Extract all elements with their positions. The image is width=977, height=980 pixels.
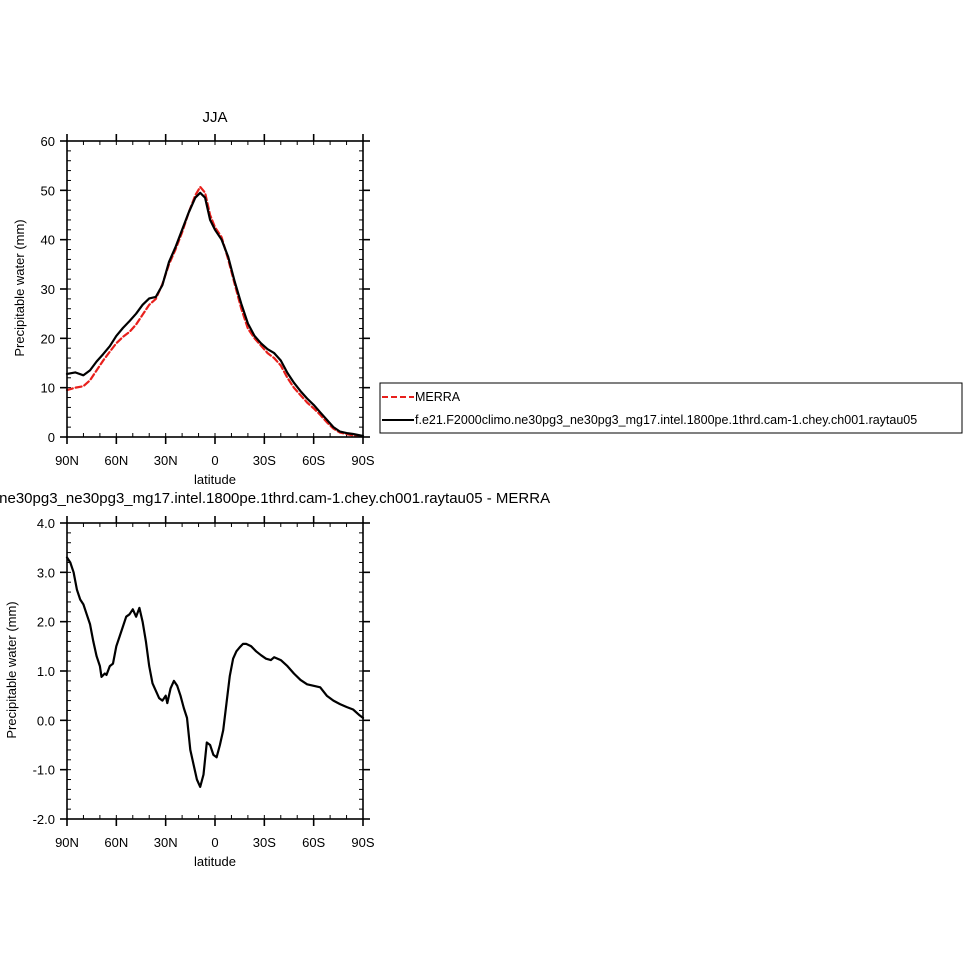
x-tick-label: 30N (154, 453, 178, 468)
x-tick-label: 30N (154, 835, 178, 850)
y-axis-label: Precipitable water (mm) (12, 219, 27, 356)
legend-label-merra: MERRA (415, 390, 461, 404)
y-tick-label: 20 (41, 331, 55, 346)
y-tick-label: 2.0 (37, 615, 55, 630)
x-tick-label: 60S (302, 453, 325, 468)
series-line-0 (65, 185, 365, 438)
zonal-mean-chart: JJA latitude Precipitable water (mm) 90N… (12, 109, 375, 487)
x-tick-label: 90S (351, 835, 374, 850)
series-group (65, 556, 365, 788)
legend-box (379, 382, 963, 434)
difference-chart: f.e21.F2000climo.ne30pg3_ne30pg3_mg17.in… (0, 490, 550, 869)
y-tick-label: 30 (41, 282, 55, 297)
legend: MERRA f.e21.F2000climo.ne30pg3_ne30pg3_m… (379, 382, 963, 434)
y-tick-label: 40 (41, 233, 55, 248)
x-tick-label: 0 (211, 453, 218, 468)
y-tick-label: 0.0 (37, 713, 55, 728)
y-tick-label: 60 (41, 134, 55, 149)
y-tick-label: 4.0 (37, 516, 55, 531)
y-tick-label: 10 (41, 381, 55, 396)
x-tick-label: 90N (55, 835, 79, 850)
series-group (65, 185, 365, 438)
plot-frame (66, 140, 364, 438)
x-tick-label: 60N (104, 835, 128, 850)
y-axis-label: Precipitable water (mm) (4, 601, 19, 738)
x-tick-label: 30S (253, 835, 276, 850)
x-tick-label: 0 (211, 835, 218, 850)
x-axis-label: latitude (194, 472, 236, 487)
y-tick-label: -2.0 (33, 812, 55, 827)
y-tick-label: 50 (41, 183, 55, 198)
y-tick-label: -1.0 (33, 763, 55, 778)
axes: 90N 60N 30N 0 30S 60S 90S 0 10 20 30 40 50 60 (41, 134, 375, 468)
chart-title: JJA (202, 109, 227, 126)
x-tick-label: 90N (55, 453, 79, 468)
x-tick-label: 30S (253, 453, 276, 468)
series-line-1 (65, 191, 365, 438)
legend-label-model: f.e21.F2000climo.ne30pg3_ne30pg3_mg17.in… (415, 413, 917, 427)
axes: 90N 60N 30N 0 30S 60S 90S -2.0 -1.0 0.0 1.0 2.0 3.0 4… (33, 516, 375, 850)
plot-frame (66, 522, 364, 820)
x-tick-label: 90S (351, 453, 374, 468)
chart-title: f.e21.F2000climo.ne30pg3_ne30pg3_mg17.in… (0, 490, 550, 507)
y-tick-label: 1.0 (37, 664, 55, 679)
y-tick-label: 0 (48, 430, 55, 445)
x-axis-label: latitude (194, 854, 236, 869)
y-tick-label: 3.0 (37, 565, 55, 580)
x-tick-label: 60N (104, 453, 128, 468)
series-line-0 (65, 556, 365, 788)
x-tick-label: 60S (302, 835, 325, 850)
